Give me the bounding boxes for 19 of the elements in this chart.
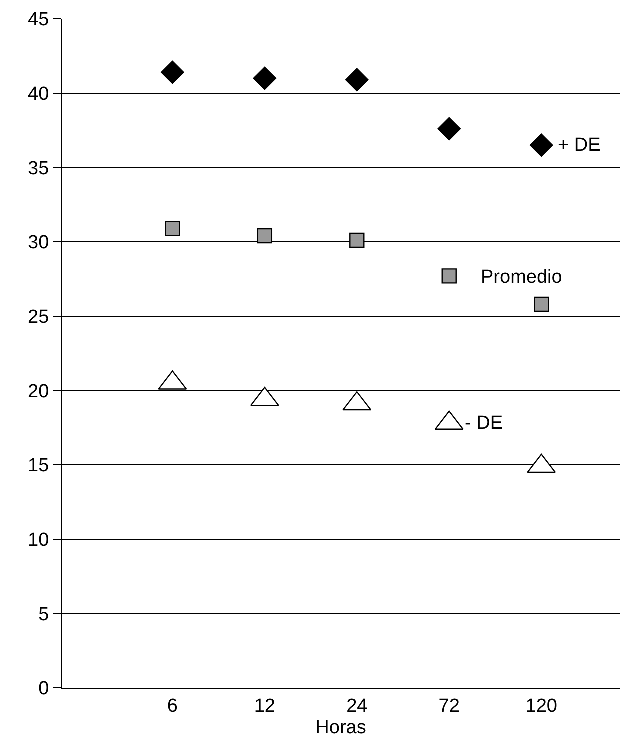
x-axis-title: Horas: [316, 718, 366, 739]
y-tick-label: 40: [28, 84, 50, 105]
x-tick-label: 6: [167, 696, 178, 717]
y-tick-label: 35: [28, 158, 50, 180]
x-tick-label: 72: [438, 696, 460, 717]
y-tick-label: 30: [28, 232, 50, 254]
x-tick-label: 120: [526, 696, 558, 717]
y-tick-label: 25: [28, 306, 50, 328]
series-label: - DE: [465, 413, 503, 434]
y-tick-label: 45: [28, 10, 50, 31]
series-label: Promedio: [481, 267, 562, 288]
series-label: + DE: [558, 135, 601, 156]
y-tick-label: 15: [28, 456, 50, 477]
y-tick-label: 20: [28, 381, 50, 402]
y-tick-label: 5: [38, 604, 50, 626]
y-tick-label: 10: [28, 530, 50, 551]
x-tick-label: 24: [346, 696, 368, 717]
y-tick-label: 0: [38, 678, 50, 700]
x-tick-label: 12: [254, 696, 276, 717]
